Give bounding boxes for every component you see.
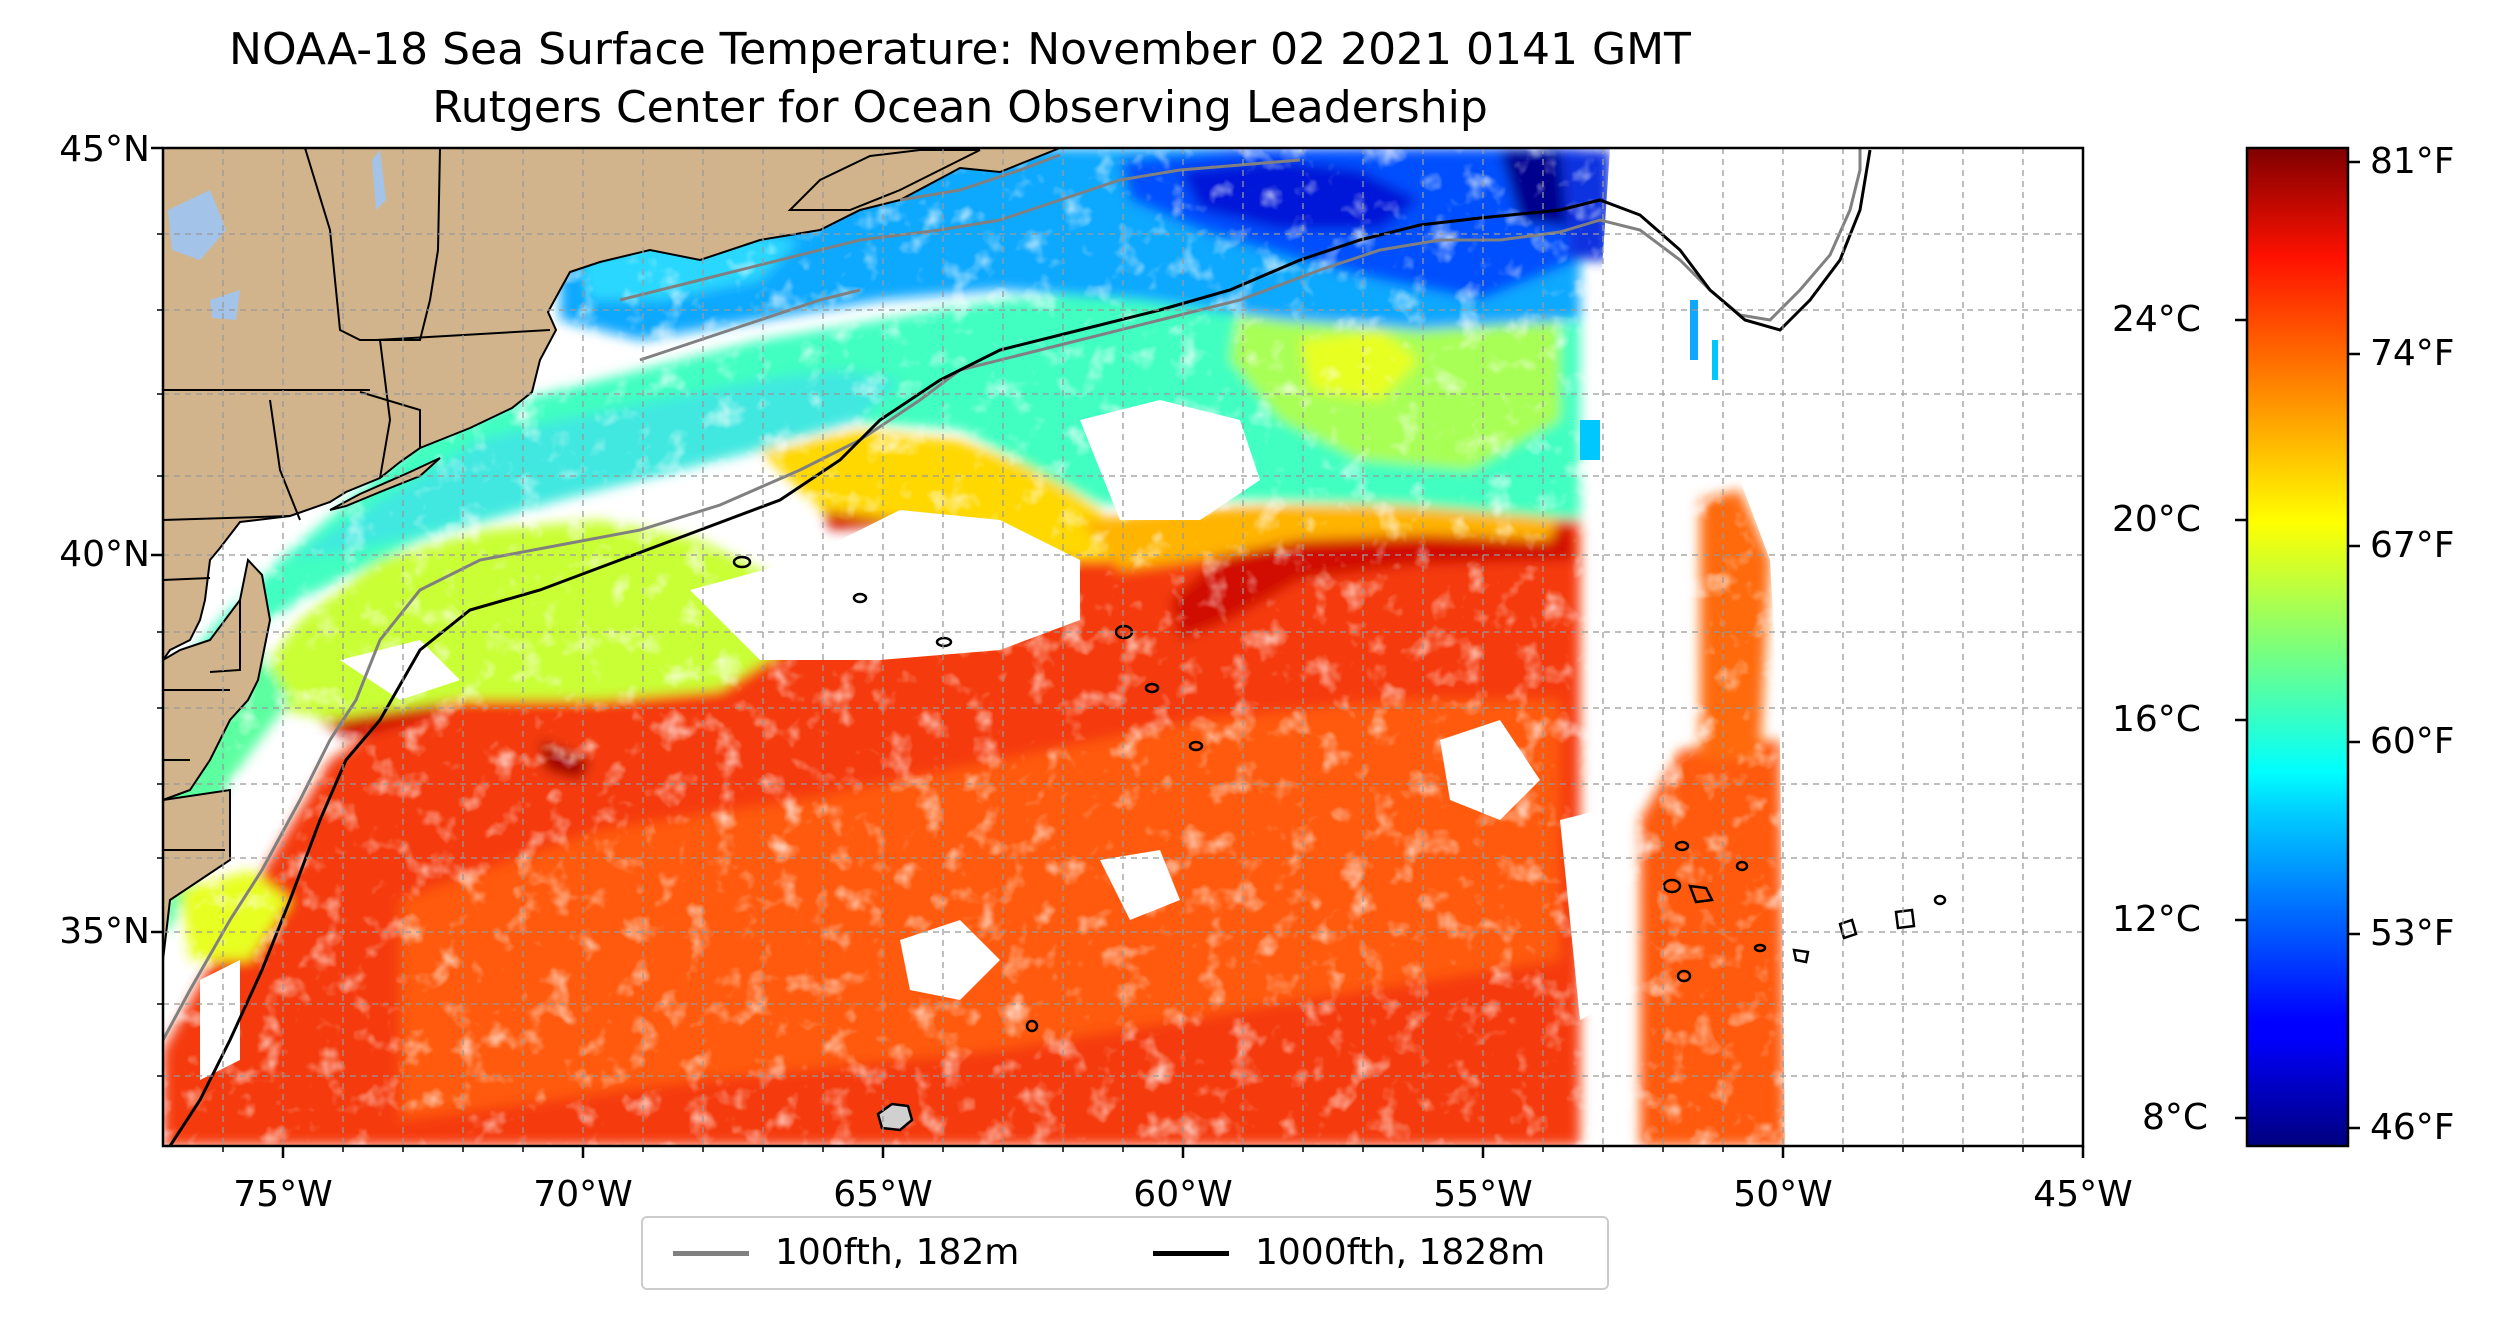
colorbar-fahrenheit-label: 46°F: [2370, 1107, 2455, 1148]
seamounts: [732, 555, 1947, 1132]
colorbar-celsius-label: 16°C: [2112, 699, 2201, 740]
map-content: [163, 148, 2083, 1146]
legend-label: 1000fth, 1828m: [1255, 1232, 1546, 1273]
colorbar-celsius-label: 24°C: [2112, 299, 2201, 340]
borders: [163, 148, 1061, 961]
colorbar-fahrenheit-label: 74°F: [2370, 333, 2455, 374]
legend: 100fth, 182m 1000fth, 1828m: [641, 1216, 1609, 1290]
colorbar-fahrenheit-label: 53°F: [2370, 913, 2455, 954]
lon-tick-label: 50°W: [1733, 1174, 1833, 1215]
legend-label: 100fth, 182m: [775, 1232, 1020, 1273]
lon-tick-label: 45°W: [2033, 1174, 2133, 1215]
colorbar-celsius-label: 12°C: [2112, 899, 2201, 940]
isobath-1000fth: [168, 149, 1872, 1146]
axis-ticks: [151, 146, 2085, 1158]
legend-line-gray: [673, 1250, 749, 1256]
colorbar-ticks: [2235, 160, 2360, 1130]
legend-item-100fth: 100fth, 182m: [673, 1218, 1019, 1288]
lon-tick-label: 55°W: [1433, 1174, 1533, 1215]
lat-tick-label: 35°N: [59, 911, 150, 952]
map-subtitle: Rutgers Center for Ocean Observing Leade…: [432, 82, 1488, 133]
graticule: [163, 148, 2083, 1146]
lon-tick-label: 65°W: [833, 1174, 933, 1215]
legend-item-1000fth: 1000fth, 1828m: [1153, 1218, 1545, 1288]
legend-line-black: [1153, 1250, 1229, 1256]
lon-tick-label: 75°W: [233, 1174, 333, 1215]
map-title: NOAA-18 Sea Surface Temperature: Novembe…: [229, 24, 1691, 75]
colorbar-fahrenheit-label: 81°F: [2370, 141, 2455, 182]
colorbar: [2245, 146, 2350, 1148]
colorbar-celsius-label: 8°C: [2142, 1097, 2209, 1138]
lat-tick-label: 45°N: [59, 129, 150, 170]
lon-tick-label: 60°W: [1133, 1174, 1233, 1215]
land: [163, 148, 1860, 960]
colorbar-fahrenheit-label: 60°F: [2370, 721, 2455, 762]
colorbar-fahrenheit-label: 67°F: [2370, 525, 2455, 566]
lat-tick-label: 40°N: [59, 534, 150, 575]
lon-tick-label: 70°W: [533, 1174, 633, 1215]
colorbar-celsius-label: 20°C: [2112, 499, 2201, 540]
